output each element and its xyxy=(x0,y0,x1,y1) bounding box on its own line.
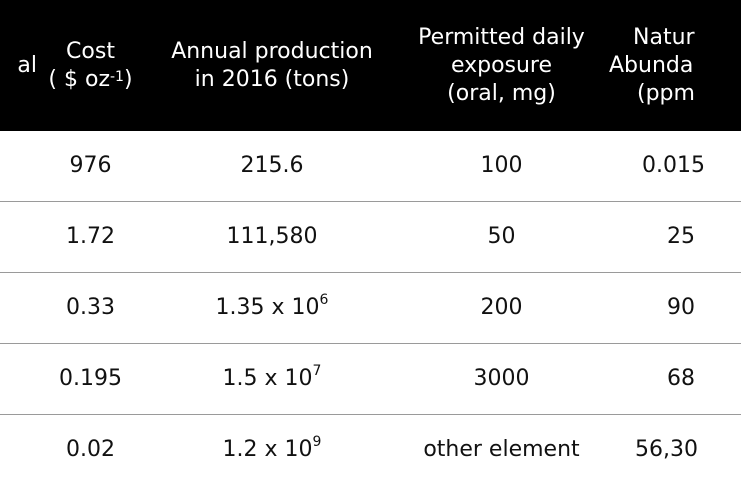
cell-production: 1.2 x 109 xyxy=(142,414,402,485)
cell-pde: 3000 xyxy=(473,366,530,391)
cell-abundance: 56,30 xyxy=(635,437,698,463)
header-production-line-1: Annual production xyxy=(171,38,373,64)
cell-abundance: 0.015 xyxy=(642,153,705,179)
cell-production: 1.35 x 106 xyxy=(142,272,402,343)
cell-cost: 0.33 xyxy=(66,295,115,320)
table-row: 0.33 1.35 x 106 200 90 xyxy=(0,272,741,343)
header-cost-close-paren: ) xyxy=(123,66,133,92)
cell-production: 111,580 xyxy=(142,201,402,272)
production-value: 111,580 xyxy=(226,224,318,249)
table-row: 0.195 1.5 x 107 3000 68 xyxy=(0,343,741,414)
cell-pde: other element xyxy=(423,437,580,463)
header-abundance-line-2: Abunda xyxy=(609,52,694,78)
cell-abundance: 68 xyxy=(667,366,695,391)
cell-production: 215.6 xyxy=(142,131,402,201)
cell-pde: 100 xyxy=(480,153,523,179)
cell-metal xyxy=(0,343,39,414)
production-value: 1.2 x 10 xyxy=(222,437,313,463)
header-metal-label: al xyxy=(17,52,37,78)
header-pde-line-1: Permitted daily xyxy=(418,24,585,50)
production-value: 1.5 x 10 xyxy=(222,366,313,391)
table-header-row: al Cost ( $ oz-1) Annual production in 2… xyxy=(0,0,741,131)
cell-pde: 200 xyxy=(480,295,523,320)
header-pde-line-2: exposure xyxy=(450,52,553,78)
header-natural-abundance: Natur Abunda (ppm xyxy=(601,0,741,131)
header-abundance-line-1: Natur xyxy=(633,24,695,50)
header-permitted-daily-exposure: Permitted daily exposure (oral, mg) xyxy=(402,0,601,131)
production-value: 215.6 xyxy=(240,153,304,179)
cell-metal xyxy=(0,201,39,272)
table-row: 1.72 111,580 50 25 xyxy=(0,201,741,272)
cell-cost: 976 xyxy=(69,153,112,179)
cell-production: 1.5 x 107 xyxy=(142,343,402,414)
cell-cost: 1.72 xyxy=(66,224,115,249)
header-cost: Cost ( $ oz-1) xyxy=(39,0,142,131)
header-metal: al xyxy=(0,0,39,131)
table-row: 0.02 1.2 x 109 other element 56,30 xyxy=(0,414,741,485)
header-pde-line-3: (oral, mg) xyxy=(447,80,556,106)
cell-abundance: 90 xyxy=(667,295,695,320)
header-annual-production: Annual production in 2016 (tons) xyxy=(142,0,402,131)
cell-metal xyxy=(0,131,39,201)
production-value: 1.35 x 10 xyxy=(215,295,320,320)
cell-cost: 0.195 xyxy=(59,366,122,391)
header-cost-line-1: Cost xyxy=(66,38,115,64)
header-cost-line-2: ( $ oz-1) xyxy=(39,66,142,94)
cell-metal xyxy=(0,272,39,343)
cell-cost: 0.02 xyxy=(66,437,115,463)
production-exponent: 9 xyxy=(312,434,322,451)
cell-pde: 50 xyxy=(487,224,516,249)
production-exponent: 7 xyxy=(312,363,322,379)
production-exponent: 6 xyxy=(319,292,329,308)
header-production-line-2: in 2016 (tons) xyxy=(194,66,350,92)
cell-metal xyxy=(0,414,39,485)
header-cost-exponent: -1 xyxy=(110,68,124,85)
header-abundance-line-3: (ppm xyxy=(637,80,695,106)
cell-abundance: 25 xyxy=(667,224,695,249)
table-row: 976 215.6 100 0.015 xyxy=(0,131,741,201)
header-cost-unit: ( $ oz xyxy=(48,66,110,92)
